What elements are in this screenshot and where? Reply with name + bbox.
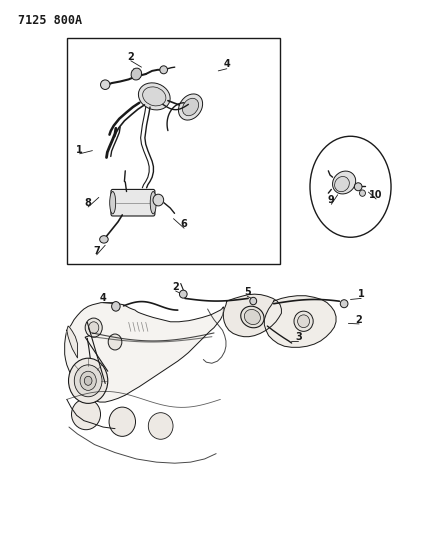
Ellipse shape bbox=[182, 98, 199, 116]
Ellipse shape bbox=[297, 315, 309, 328]
Ellipse shape bbox=[100, 236, 108, 243]
Ellipse shape bbox=[68, 358, 108, 403]
Polygon shape bbox=[65, 303, 223, 402]
Circle shape bbox=[310, 136, 391, 237]
Ellipse shape bbox=[148, 413, 173, 439]
Text: 1: 1 bbox=[76, 144, 83, 155]
Polygon shape bbox=[67, 326, 77, 358]
Ellipse shape bbox=[244, 310, 261, 325]
Text: 7: 7 bbox=[93, 246, 100, 255]
Ellipse shape bbox=[84, 376, 92, 385]
Text: 2: 2 bbox=[356, 314, 363, 325]
Ellipse shape bbox=[178, 94, 202, 120]
Text: 2: 2 bbox=[172, 282, 179, 292]
Ellipse shape bbox=[179, 290, 187, 298]
Ellipse shape bbox=[85, 318, 102, 337]
Ellipse shape bbox=[294, 311, 313, 332]
Text: 3: 3 bbox=[295, 332, 302, 342]
Ellipse shape bbox=[110, 191, 116, 214]
Ellipse shape bbox=[71, 399, 101, 430]
Ellipse shape bbox=[354, 183, 362, 191]
Ellipse shape bbox=[333, 171, 356, 194]
Ellipse shape bbox=[143, 87, 166, 106]
Ellipse shape bbox=[241, 306, 264, 328]
Ellipse shape bbox=[250, 297, 257, 305]
Ellipse shape bbox=[101, 80, 110, 90]
Ellipse shape bbox=[138, 83, 170, 110]
Ellipse shape bbox=[112, 302, 120, 311]
Ellipse shape bbox=[80, 371, 96, 390]
Ellipse shape bbox=[360, 190, 366, 196]
Text: 7125 800A: 7125 800A bbox=[18, 14, 82, 27]
Text: 4: 4 bbox=[223, 60, 230, 69]
Text: 9: 9 bbox=[328, 195, 335, 205]
Text: 8: 8 bbox=[85, 198, 92, 208]
Ellipse shape bbox=[131, 68, 142, 80]
Ellipse shape bbox=[150, 191, 156, 214]
Ellipse shape bbox=[335, 176, 349, 192]
Text: 2: 2 bbox=[128, 52, 134, 61]
Polygon shape bbox=[223, 294, 281, 337]
Ellipse shape bbox=[108, 334, 122, 350]
FancyBboxPatch shape bbox=[111, 189, 155, 216]
Bar bbox=[67, 38, 280, 264]
Text: 4: 4 bbox=[100, 293, 107, 303]
Ellipse shape bbox=[340, 300, 348, 308]
Polygon shape bbox=[265, 296, 336, 348]
Ellipse shape bbox=[74, 365, 102, 397]
Ellipse shape bbox=[109, 407, 136, 437]
Text: 1: 1 bbox=[358, 289, 365, 299]
Text: 5: 5 bbox=[244, 287, 251, 297]
Ellipse shape bbox=[153, 194, 163, 206]
Text: 6: 6 bbox=[181, 219, 187, 229]
Ellipse shape bbox=[160, 66, 167, 74]
Ellipse shape bbox=[89, 322, 99, 334]
Text: 10: 10 bbox=[369, 190, 383, 200]
